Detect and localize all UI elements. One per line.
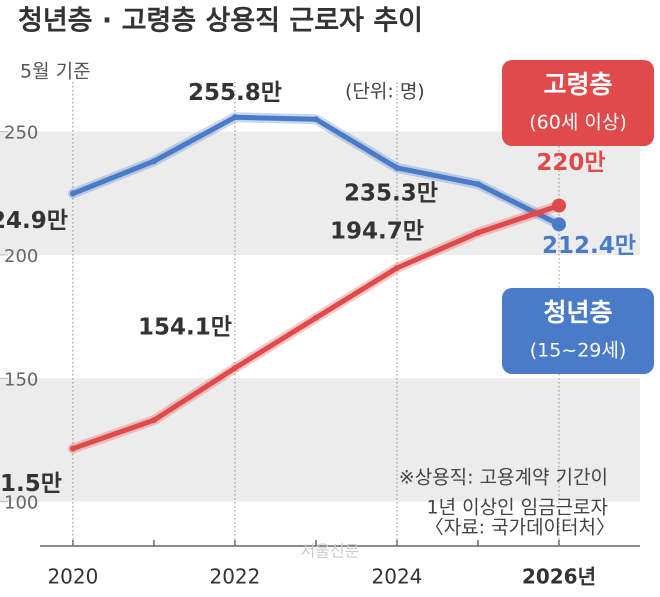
background bbox=[0, 82, 640, 547]
point bbox=[231, 114, 238, 121]
x-tick-label: 2024 bbox=[372, 565, 423, 589]
data-label: 194.7만 bbox=[330, 219, 424, 245]
point bbox=[474, 181, 481, 188]
y-tick-label: 100 bbox=[4, 493, 38, 514]
watermark: 서울신문 bbox=[301, 542, 360, 561]
x-tick-label: 2026년 bbox=[522, 565, 596, 589]
x-tick-label: 2020 bbox=[47, 565, 98, 589]
point bbox=[393, 265, 400, 272]
annotation: 1년 이상인 임금근로자 bbox=[427, 497, 609, 519]
point bbox=[150, 158, 157, 165]
data-label: 235.3만 bbox=[344, 180, 438, 206]
band bbox=[0, 378, 640, 502]
annotation: ※상용직: 고용계약 기간이 bbox=[399, 467, 608, 489]
band bbox=[0, 131, 640, 255]
point bbox=[69, 445, 76, 452]
data-label: 255.8만 bbox=[188, 80, 282, 106]
y-tick-label: 250 bbox=[4, 123, 38, 144]
y-tick-label: 150 bbox=[4, 369, 38, 390]
data-label: 121.5만 bbox=[0, 471, 62, 497]
point bbox=[312, 116, 319, 123]
point bbox=[474, 229, 481, 236]
point bbox=[69, 190, 76, 197]
source: 〈자료: 국가데이터처〉 bbox=[425, 517, 615, 539]
point bbox=[312, 314, 319, 321]
legend-range: (60세 이상) bbox=[529, 112, 626, 134]
data-label: 220만 bbox=[536, 150, 605, 176]
data-label: 154.1만 bbox=[138, 315, 232, 341]
point bbox=[551, 198, 566, 213]
data-label: 212.4만 bbox=[542, 233, 636, 259]
point bbox=[150, 417, 157, 424]
point bbox=[551, 217, 566, 232]
legend-name: 청년층 bbox=[543, 298, 612, 327]
data-label: 224.9만 bbox=[0, 208, 68, 234]
x-tick-label: 2022 bbox=[209, 565, 260, 589]
y-tick-label: 200 bbox=[4, 246, 38, 267]
point bbox=[393, 164, 400, 171]
subtitle: 5월 기준 bbox=[20, 61, 91, 83]
legend-range: (15~29세) bbox=[530, 340, 627, 362]
chart-title: 청년층 · 고령층 상용직 근로자 추이 bbox=[18, 6, 423, 37]
unit-label: (단위: 명) bbox=[345, 81, 425, 103]
legend-name: 고령층 bbox=[543, 70, 612, 99]
point bbox=[231, 365, 238, 372]
legend-box bbox=[502, 288, 654, 374]
legend-box bbox=[502, 60, 654, 146]
